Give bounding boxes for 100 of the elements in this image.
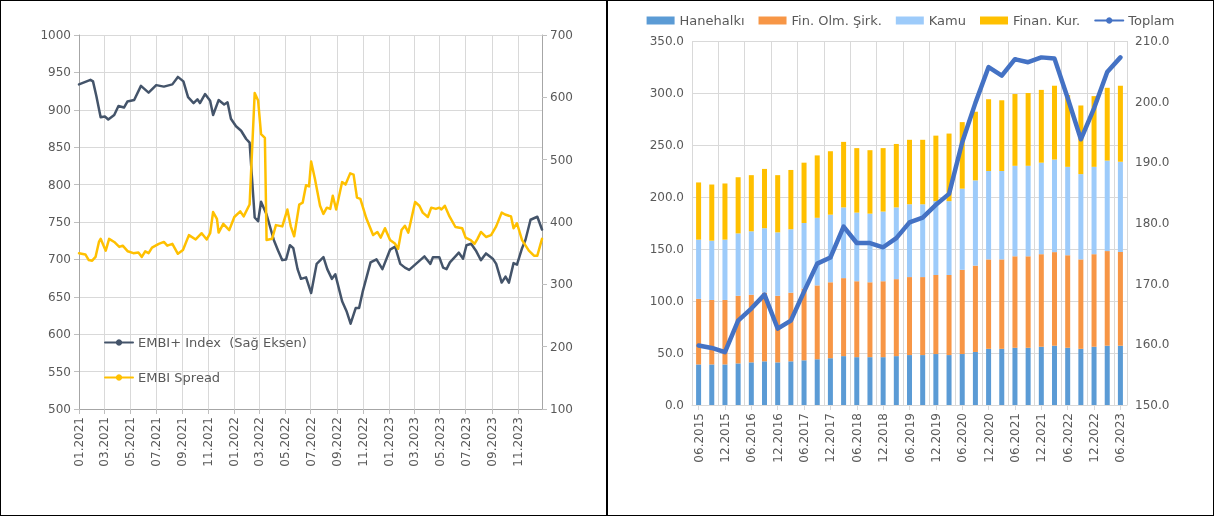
x-tick-label: 12.2021 xyxy=(1034,413,1049,463)
bar xyxy=(946,355,952,405)
x-tick-label: 05.2022 xyxy=(277,417,292,467)
legend-label: Hanehalkı xyxy=(679,13,745,28)
x-tick-label: 06.2020 xyxy=(955,413,970,463)
legend-label: Toplam xyxy=(1127,13,1175,28)
y-tick-label: 0.0 xyxy=(664,398,684,412)
bar xyxy=(933,354,939,405)
x-tick-label: 12.2018 xyxy=(876,413,891,463)
bar xyxy=(880,211,886,282)
bar xyxy=(880,281,886,358)
bar xyxy=(696,182,702,240)
y-tick-label: 750 xyxy=(48,215,71,229)
bar xyxy=(775,362,781,405)
bar xyxy=(748,231,754,295)
bar xyxy=(709,184,715,241)
x-tick-label: 09.2023 xyxy=(484,417,499,467)
x-tick-label: 05.2021 xyxy=(122,417,137,467)
y2-tick-label: 200 xyxy=(550,339,573,354)
y-tick-label: 600 xyxy=(48,327,71,342)
bar xyxy=(893,279,899,357)
bar xyxy=(893,356,899,405)
bar xyxy=(1117,161,1123,253)
line-series xyxy=(696,55,1123,355)
bar xyxy=(854,281,860,358)
bar xyxy=(893,207,899,280)
y2-tick-label: 200.0 xyxy=(1135,94,1170,109)
y-tick-label: 950 xyxy=(48,65,71,80)
bar xyxy=(1078,348,1084,405)
x-tick-label: 06.2021 xyxy=(1007,413,1022,463)
x-tick-label: 11.2021 xyxy=(201,417,216,467)
bar xyxy=(1104,160,1110,252)
x-tick-label: 06.2023 xyxy=(1113,413,1128,463)
x-tick-label: 12.2016 xyxy=(770,413,785,463)
bar xyxy=(762,361,767,405)
y2-tick-label: 100 xyxy=(550,402,573,416)
y-tick-label: 500 xyxy=(48,402,71,416)
bar xyxy=(854,148,860,213)
y-tick-label: 100.0 xyxy=(649,294,684,308)
bar xyxy=(986,348,992,405)
bar xyxy=(999,171,1005,260)
bar xyxy=(1117,252,1123,346)
bar xyxy=(775,175,781,233)
bar xyxy=(1065,347,1071,405)
bar xyxy=(722,183,728,240)
x-tick-label: 06.2016 xyxy=(744,413,759,463)
bar xyxy=(986,171,992,260)
bar xyxy=(1012,94,1018,166)
x-tick-label: 11.2022 xyxy=(355,417,370,467)
bar xyxy=(867,213,873,283)
bar xyxy=(1078,174,1084,260)
bar xyxy=(1025,256,1031,348)
bar xyxy=(801,223,807,289)
bar xyxy=(1025,93,1031,166)
y2-tick-label: 190.0 xyxy=(1135,155,1170,170)
legend-label: EMBI Spread xyxy=(138,370,221,385)
bar xyxy=(933,201,939,275)
bar xyxy=(814,359,820,405)
y-tick-label: 300.0 xyxy=(649,86,684,100)
x-tick-label: 01.2021 xyxy=(72,417,86,467)
bar xyxy=(946,275,952,356)
x-tick-label: 12.2015 xyxy=(717,413,732,463)
y2-tick-label: 600 xyxy=(550,90,573,105)
bar xyxy=(696,364,702,405)
bar xyxy=(1065,255,1071,348)
y-tick-label: 700 xyxy=(48,252,71,267)
bar xyxy=(972,265,978,352)
bar xyxy=(1012,256,1018,348)
y-tick-label: 1000 xyxy=(40,28,71,42)
bar xyxy=(854,212,860,282)
x-tick-label: 09.2021 xyxy=(175,417,190,467)
bar xyxy=(1038,162,1044,255)
bar xyxy=(827,282,833,359)
y-tick-label: 650 xyxy=(48,289,71,304)
y2-tick-label: 170.0 xyxy=(1135,276,1170,291)
x-tick-label: 06.2015 xyxy=(691,413,706,463)
bar xyxy=(1038,89,1044,163)
bar xyxy=(959,354,965,405)
y-tick-label: 850 xyxy=(48,140,71,155)
x-tick-label: 06.2022 xyxy=(1060,413,1075,463)
bar xyxy=(722,364,728,405)
x-tick-label: 03.2023 xyxy=(406,417,421,467)
bar xyxy=(1104,345,1110,405)
x-tick-label: 01.2023 xyxy=(381,417,396,467)
bar xyxy=(1104,87,1110,161)
bar xyxy=(722,239,728,300)
x-tick-label: 09.2022 xyxy=(330,417,345,467)
x-tick-label: 07.2023 xyxy=(458,417,473,467)
bar xyxy=(827,151,833,215)
bar xyxy=(920,355,926,405)
bar xyxy=(1052,159,1057,253)
legend-label: Fin. Olm. Şirk. xyxy=(791,13,882,28)
bar xyxy=(999,259,1005,349)
bar xyxy=(1052,252,1057,346)
bar xyxy=(814,285,820,360)
bar xyxy=(907,277,912,356)
y2-tick-label: 150.0 xyxy=(1135,398,1170,412)
x-tick-label: 05.2023 xyxy=(432,417,447,467)
y2-tick-label: 400 xyxy=(550,215,573,229)
y2-tick-label: 160.0 xyxy=(1135,337,1170,352)
